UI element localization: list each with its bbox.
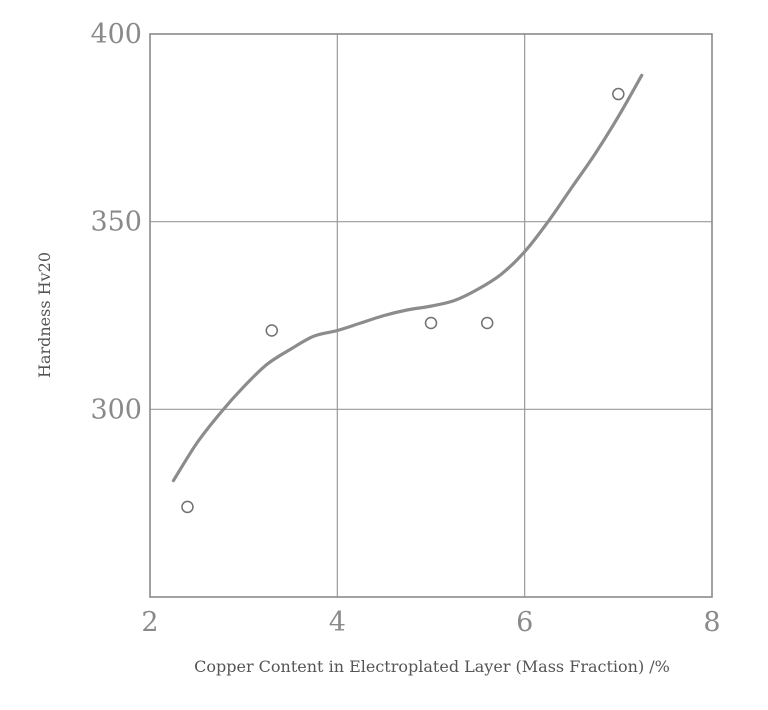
data-point [265, 324, 279, 337]
data-points [181, 87, 625, 514]
data-point [181, 500, 194, 514]
y-tick-label: 350 [90, 207, 142, 238]
x-tick-label: 2 [141, 607, 158, 638]
fit-curve [171, 73, 644, 483]
x-tick-label: 4 [329, 607, 346, 638]
y-tick-label: 400 [90, 19, 142, 50]
y-tick-label: 300 [90, 394, 142, 425]
grid-lines [150, 34, 712, 597]
plot-frame [149, 33, 713, 598]
x-axis-label: Copper Content in Electroplated Layer (M… [194, 657, 670, 676]
data-point [424, 316, 438, 330]
y-axis-label: Hardness Hv20 [35, 252, 54, 378]
x-tick-label: 6 [516, 607, 533, 638]
fit-curve-layer [171, 73, 644, 483]
data-point [480, 316, 494, 330]
x-tick-label: 8 [703, 607, 720, 638]
data-point [612, 87, 625, 101]
x-tick-labels: 2 4 6 8 [141, 607, 720, 638]
y-tick-labels: 300 350 400 [90, 19, 142, 425]
